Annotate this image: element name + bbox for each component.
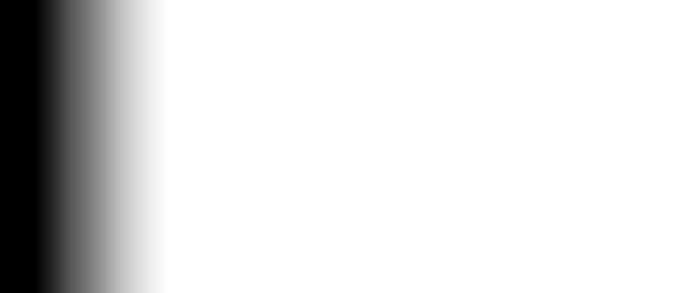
Text: a)  Chemical formula:: a) Chemical formula: bbox=[113, 125, 323, 143]
Text: 132.17: 132.17 bbox=[176, 44, 224, 58]
Text: b)  Molar Mass   =: b) Molar Mass = bbox=[113, 168, 289, 186]
Text: c)  Percent composition calculations:: c) Percent composition calculations: bbox=[113, 238, 474, 256]
Text: 2) Calculate the percent composition of each element in aluminum acetate.: 2) Calculate the percent composition of … bbox=[87, 80, 673, 98]
